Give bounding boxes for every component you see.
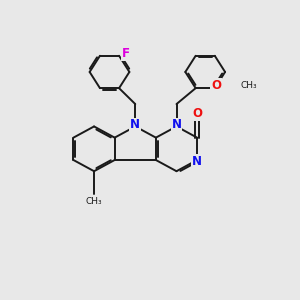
Text: CH₃: CH₃: [241, 81, 257, 90]
Text: CH₃: CH₃: [86, 197, 102, 206]
Text: O: O: [211, 79, 221, 92]
Text: N: N: [130, 118, 140, 131]
Text: N: N: [172, 118, 182, 131]
Text: F: F: [122, 47, 130, 60]
Text: O: O: [192, 107, 202, 120]
Text: N: N: [192, 155, 202, 168]
